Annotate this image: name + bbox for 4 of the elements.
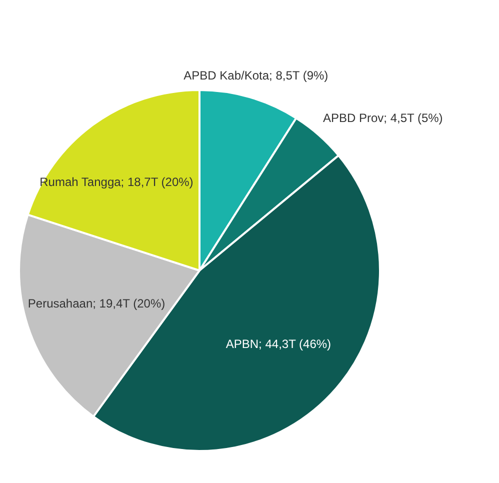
slice-label: APBD Prov; 4,5T (5%) [322, 111, 443, 126]
slice-label: APBN; 44,3T (46%) [226, 336, 332, 351]
slice-label: Perusahaan; 19,4T (20%) [28, 296, 166, 310]
slice-label: APBD Kab/Kota; 8,5T (9%) [184, 68, 328, 83]
